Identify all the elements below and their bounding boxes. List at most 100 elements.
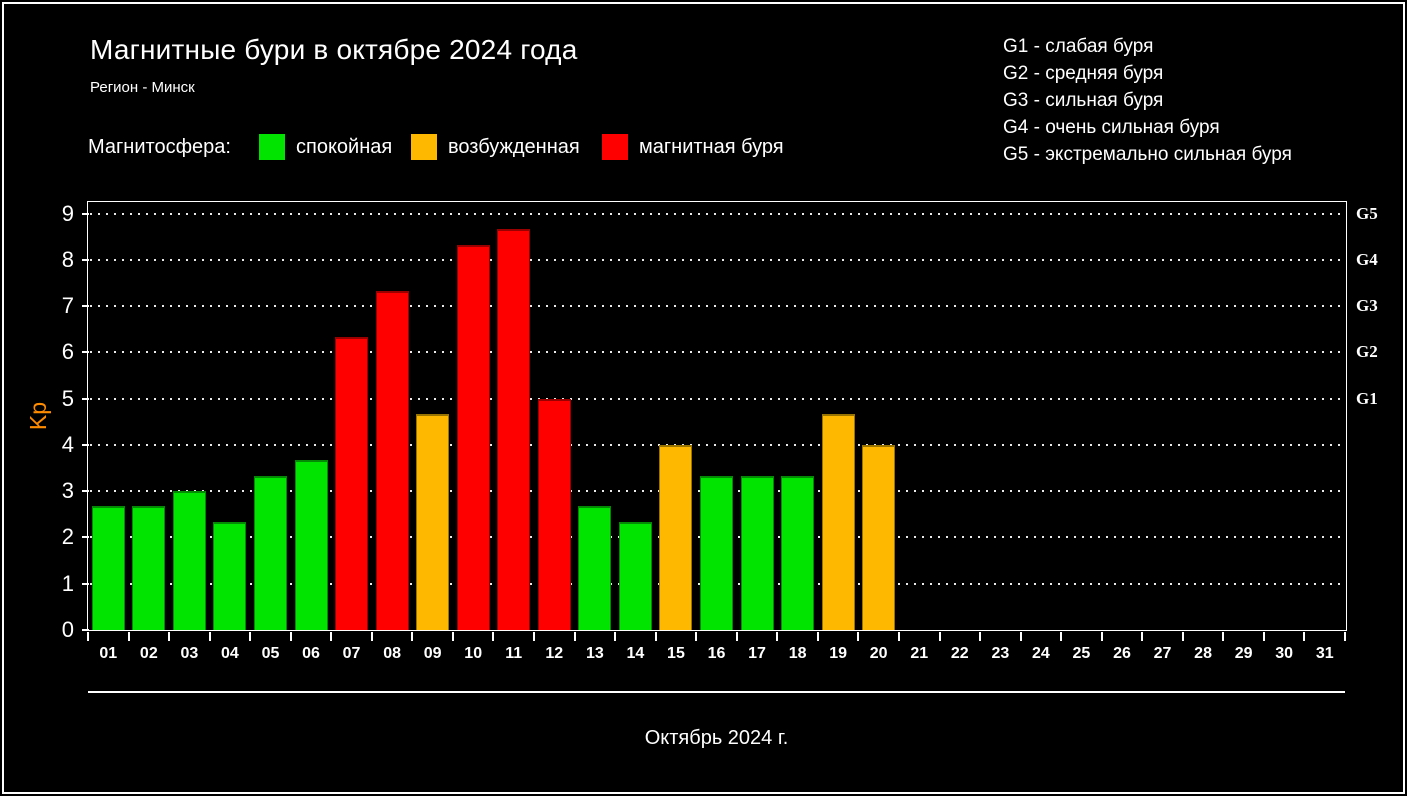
y-axis-label-8: 8	[61, 246, 74, 272]
right-axis-label-g1: G1	[1356, 388, 1378, 408]
gridline-kp-7	[90, 305, 1343, 308]
storm-scale-g4: G4 - очень сильная буря	[1003, 117, 1220, 138]
x-axis-label-01: 01	[99, 645, 118, 662]
bar-day-14	[618, 522, 652, 630]
x-axis-label-24: 24	[1031, 645, 1050, 662]
y-axis-label-3: 3	[61, 478, 74, 504]
bar-day-13	[578, 506, 612, 630]
x-axis-label-25: 25	[1072, 645, 1091, 662]
x-axis-caption: Октябрь 2024 г.	[644, 727, 789, 749]
right-axis-label-g3: G3	[1356, 296, 1378, 316]
right-axis-label-g4: G4	[1356, 249, 1378, 269]
x-axis-separator	[88, 691, 1345, 693]
y-axis-tick-2	[82, 536, 89, 539]
x-axis-tick-8	[411, 632, 414, 641]
y-axis-tick-8	[82, 258, 89, 261]
bar-day-09	[416, 413, 450, 630]
x-axis-label-19: 19	[829, 645, 848, 662]
x-axis-tick-31	[1344, 632, 1346, 641]
legend-swatch-excited	[411, 134, 437, 160]
y-axis-tick-0	[82, 629, 89, 631]
x-axis-tick-28	[1222, 632, 1225, 641]
storm-scale-g1: G1 - слабая буря	[1003, 36, 1154, 57]
x-axis-label-09: 09	[423, 645, 442, 662]
bar-day-19	[821, 413, 855, 630]
bar-day-07	[335, 337, 369, 630]
y-axis-tick-3	[82, 490, 89, 493]
y-axis-tick-9	[82, 212, 89, 215]
bar-day-01	[91, 506, 125, 630]
y-axis-tick-6	[82, 351, 89, 354]
x-axis-tick-13	[614, 632, 617, 641]
x-axis-label-23: 23	[991, 645, 1010, 662]
bar-day-08	[375, 290, 409, 630]
x-axis-label-27: 27	[1153, 645, 1172, 662]
x-axis-label-31: 31	[1315, 645, 1334, 662]
bar-day-05	[253, 475, 287, 630]
x-axis-tick-15	[695, 632, 698, 641]
x-axis-tick-12	[573, 632, 576, 641]
x-axis-label-08: 08	[383, 645, 401, 662]
page-title: Магнитные бури в октябре 2024 года	[90, 34, 578, 65]
storm-scale-g5: G5 - экстремально сильная буря	[1003, 144, 1292, 165]
gridline-kp-6	[90, 351, 1343, 354]
x-axis-label-04: 04	[221, 645, 239, 662]
y-axis-label-0: 0	[61, 617, 74, 642]
x-axis-label-12: 12	[545, 645, 564, 662]
x-axis-tick-29	[1262, 632, 1265, 641]
x-axis-label-26: 26	[1113, 645, 1131, 662]
x-axis-label-02: 02	[139, 645, 158, 662]
bar-day-15	[659, 444, 693, 630]
gridline-kp-4	[90, 443, 1343, 446]
gridline-kp-9	[90, 212, 1343, 215]
magnetosphere-legend-label: Магнитосфера:	[88, 136, 231, 158]
legend-label-storm: магнитная буря	[639, 136, 784, 158]
right-axis-label-g2: G2	[1356, 342, 1378, 362]
x-axis-label-13: 13	[585, 645, 604, 662]
legend-label-excited: возбужденная	[448, 136, 580, 158]
x-axis-label-05: 05	[261, 645, 280, 662]
region-subtitle: Регион - Минск	[90, 79, 195, 96]
x-axis-tick-23	[1019, 632, 1022, 641]
x-axis-tick-9	[451, 632, 454, 641]
x-axis-tick-7	[370, 632, 373, 641]
x-axis-tick-3	[208, 632, 211, 641]
x-axis-label-30: 30	[1275, 645, 1294, 662]
bar-day-06	[294, 460, 328, 630]
y-axis-label-1: 1	[61, 570, 74, 596]
x-axis-tick-18	[816, 632, 819, 641]
y-axis-tick-5	[82, 397, 89, 400]
gridline-kp-5	[90, 397, 1343, 400]
x-axis-tick-24	[1060, 632, 1063, 641]
x-axis-tick-16	[735, 632, 738, 641]
x-axis-label-15: 15	[667, 645, 685, 662]
bar-day-02	[132, 506, 166, 630]
x-axis-tick-0	[87, 632, 89, 641]
bar-day-03	[172, 491, 206, 630]
x-axis-label-07: 07	[342, 645, 361, 662]
y-axis-label-7: 7	[61, 293, 74, 319]
x-axis-tick-5	[289, 632, 292, 641]
y-axis-tick-1	[82, 582, 89, 585]
x-axis-tick-4	[249, 632, 252, 641]
bar-day-10	[456, 244, 490, 630]
x-axis-tick-10	[492, 632, 495, 641]
x-axis-tick-25	[1100, 632, 1103, 641]
x-axis-label-16: 16	[707, 645, 726, 662]
x-axis-tick-21	[938, 632, 941, 641]
x-axis-label-29: 29	[1234, 645, 1253, 662]
x-axis-tick-30	[1303, 632, 1306, 641]
legend-swatch-quiet	[259, 134, 285, 160]
bar-day-12	[537, 398, 571, 630]
right-axis-label-g5: G5	[1356, 203, 1378, 223]
y-axis-label-5: 5	[61, 385, 74, 411]
x-axis-label-21: 21	[910, 645, 929, 662]
bar-day-20	[862, 444, 896, 630]
x-axis-label-18: 18	[788, 645, 807, 662]
bar-day-11	[497, 228, 531, 630]
bar-day-18	[781, 475, 815, 630]
x-axis-tick-26	[1141, 632, 1144, 641]
x-axis-label-03: 03	[180, 645, 199, 662]
legend-label-quiet: спокойная	[296, 136, 393, 158]
